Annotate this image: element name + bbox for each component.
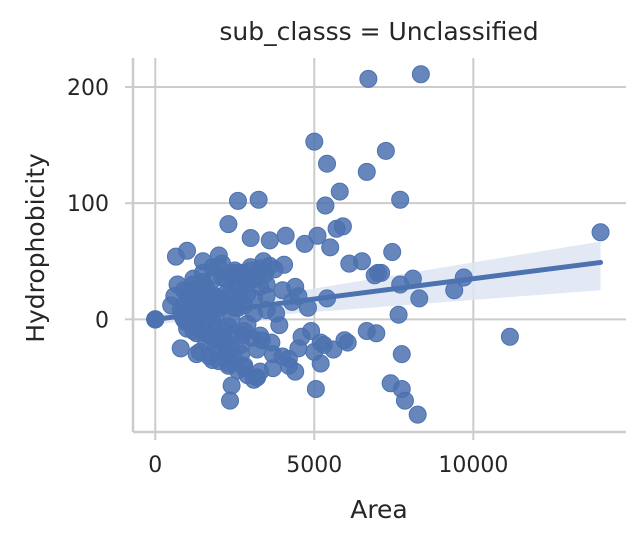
scatter-point <box>257 275 276 294</box>
scatter-point <box>333 217 352 236</box>
scatter-point <box>408 405 427 424</box>
y-axis-title: Hydrophobicity <box>21 153 50 343</box>
scatter-point <box>318 154 337 173</box>
x-tick-label: 0 <box>148 453 162 478</box>
scatter-point <box>228 191 247 210</box>
scatter-point <box>203 350 222 369</box>
scatter-point <box>193 252 212 271</box>
scatter-point <box>235 359 254 378</box>
scatter-point <box>295 234 314 253</box>
scatter-point <box>187 345 206 364</box>
scatter-point <box>219 354 238 373</box>
x-axis-ticks: 0 5000 10000 <box>148 432 508 478</box>
scatter-point <box>389 305 408 324</box>
x-axis-title: Area <box>350 495 408 524</box>
scatter-point <box>316 196 335 215</box>
scatter-point <box>308 226 327 245</box>
scatter-point <box>193 289 212 308</box>
scatter-point <box>383 242 402 261</box>
scatter-point <box>279 349 298 368</box>
scatter-point <box>241 229 260 248</box>
y-tick-label: 200 <box>67 76 109 101</box>
scatter-point <box>222 376 241 395</box>
y-axis-ticks: 0 100 200 <box>67 76 133 333</box>
scatter-point <box>411 65 430 84</box>
scatter-point <box>410 289 429 308</box>
scatter-point <box>338 333 357 352</box>
scatter-point <box>359 69 378 88</box>
grid-lines <box>133 58 626 432</box>
scatter-point <box>395 391 414 410</box>
y-tick-label: 100 <box>67 192 109 217</box>
scatter-point <box>235 321 254 340</box>
scatter-point <box>249 190 268 209</box>
scatter-point <box>357 321 376 340</box>
scatter-point <box>292 327 311 346</box>
scatter-point <box>225 263 244 282</box>
scatter-point <box>241 269 260 288</box>
x-tick-label: 10000 <box>438 453 508 478</box>
scatter-point <box>166 247 185 266</box>
scatter-point <box>591 223 610 242</box>
scatter-point <box>221 391 240 410</box>
scatter-point <box>357 162 376 181</box>
scatter-point <box>267 304 286 323</box>
scatter-point <box>276 226 295 245</box>
scatter-point <box>251 326 270 345</box>
chart-title: sub_classs = Unclassified <box>219 17 538 46</box>
scatter-point <box>392 345 411 364</box>
scatter-point <box>500 327 519 346</box>
y-tick-label: 0 <box>95 308 109 333</box>
scatter-point <box>171 339 190 358</box>
scatter-point <box>251 362 270 381</box>
scatter-point <box>305 132 324 151</box>
scatter-point <box>203 312 222 331</box>
scatter-point <box>353 252 372 271</box>
regression-line <box>152 259 604 322</box>
scatter-point <box>260 256 279 275</box>
scatter-point <box>324 340 343 359</box>
scatter-point <box>306 380 325 399</box>
regression-line-group <box>152 259 604 322</box>
scatter-point <box>178 284 197 303</box>
scatter-point <box>330 182 349 201</box>
scatter-point <box>391 190 410 209</box>
scatter-point <box>263 345 282 364</box>
scatter-point <box>260 231 279 250</box>
scatter-point <box>219 317 238 336</box>
scatter-point <box>321 238 340 257</box>
scatter-point <box>219 215 238 234</box>
data-points <box>146 65 610 424</box>
scatter-point <box>209 258 228 277</box>
x-tick-label: 5000 <box>286 453 342 478</box>
scatter-point <box>372 263 391 282</box>
scatter-point <box>273 281 292 300</box>
scatter-point <box>376 141 395 160</box>
